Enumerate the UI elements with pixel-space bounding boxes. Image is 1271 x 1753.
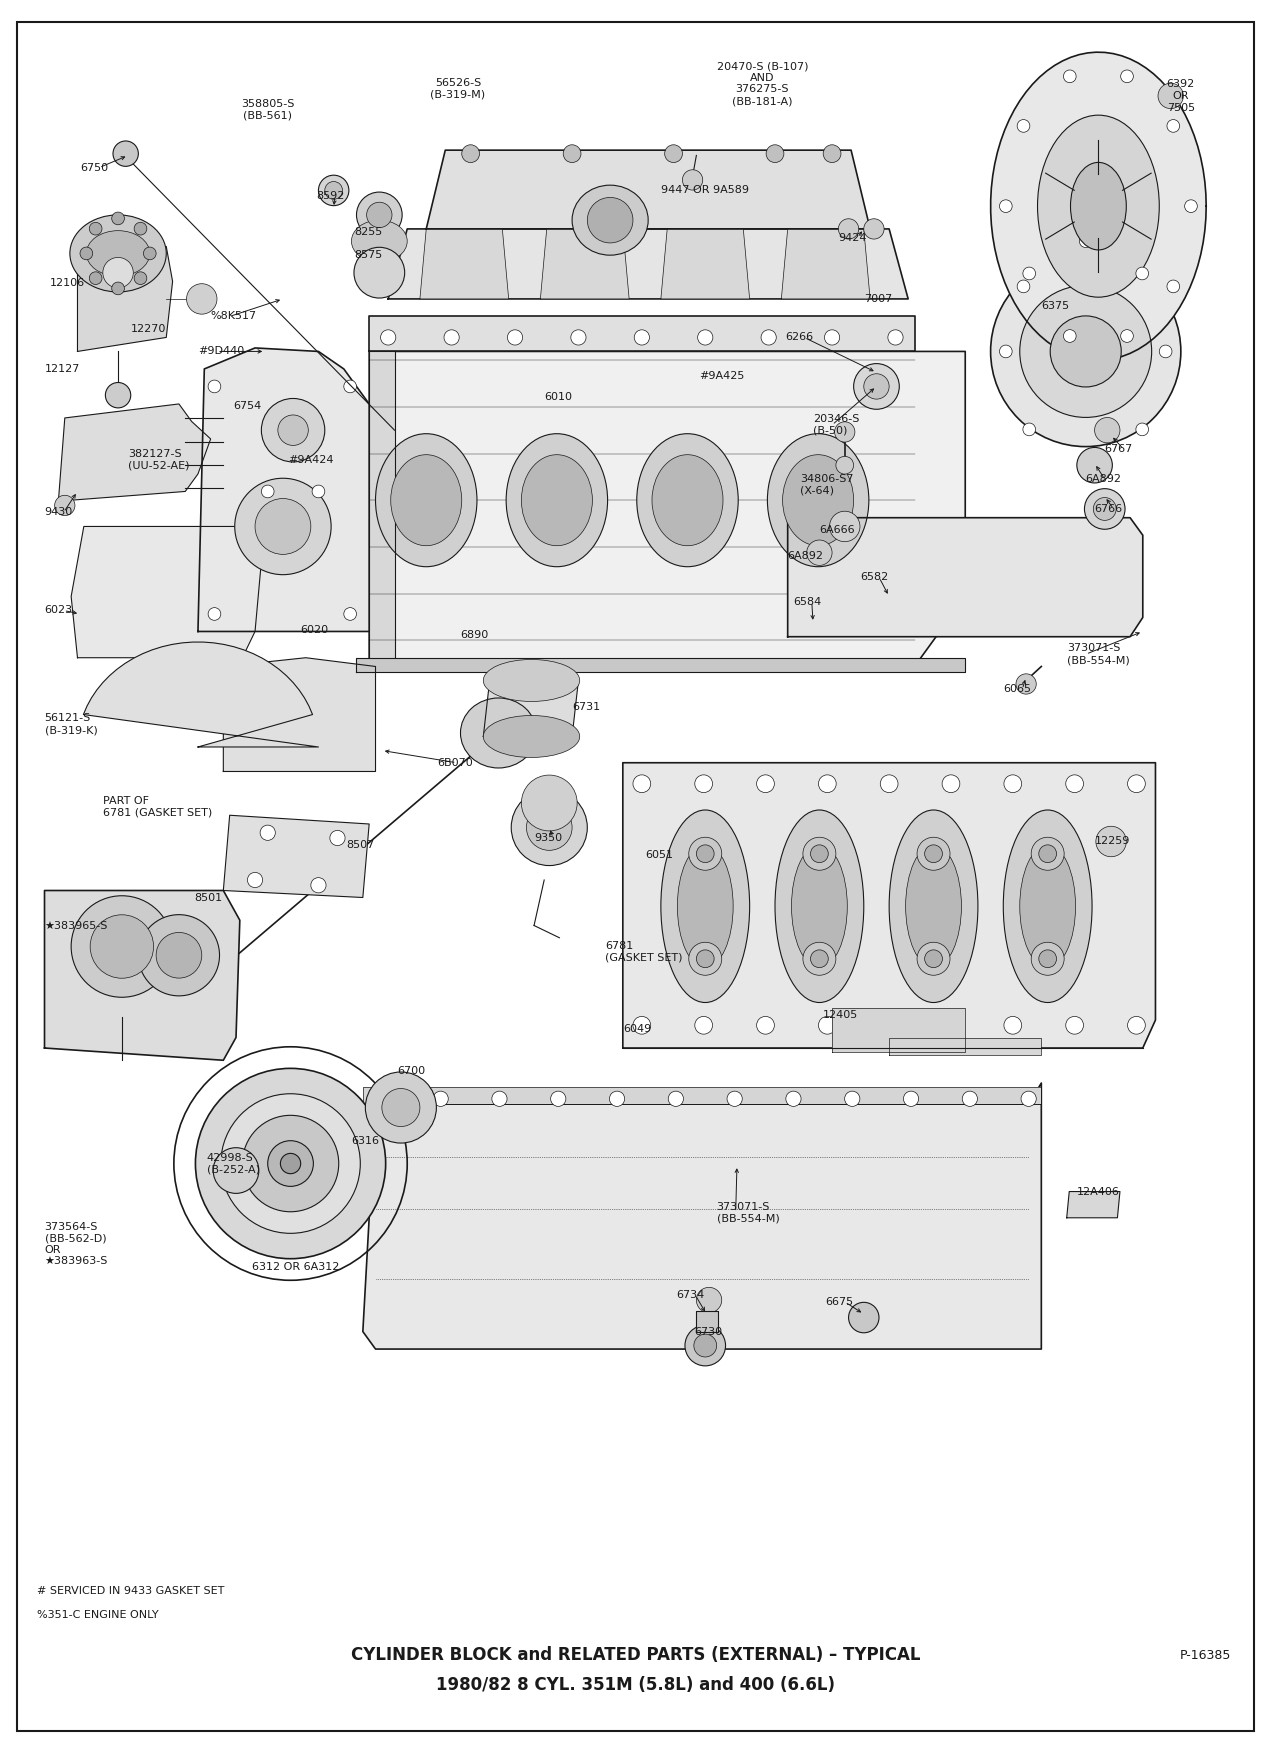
Circle shape <box>144 247 156 259</box>
Polygon shape <box>788 517 1143 636</box>
Text: 8592: 8592 <box>316 191 344 200</box>
Circle shape <box>261 826 276 840</box>
Text: 20470-S (B-107)
AND
376275-S
(BB-181-A): 20470-S (B-107) AND 376275-S (BB-181-A) <box>717 61 808 105</box>
Circle shape <box>235 479 332 575</box>
Circle shape <box>633 775 651 792</box>
Text: 12127: 12127 <box>44 365 80 373</box>
Ellipse shape <box>783 454 854 545</box>
Polygon shape <box>782 230 871 300</box>
Circle shape <box>344 380 356 393</box>
Circle shape <box>311 878 327 892</box>
Circle shape <box>208 608 221 621</box>
Ellipse shape <box>572 186 648 256</box>
Text: 6065: 6065 <box>1003 684 1031 694</box>
Text: 8501: 8501 <box>194 892 222 903</box>
Circle shape <box>187 284 217 314</box>
Circle shape <box>248 873 263 887</box>
Circle shape <box>807 540 833 566</box>
Ellipse shape <box>890 810 977 1003</box>
Circle shape <box>526 805 572 850</box>
Circle shape <box>1094 417 1120 444</box>
Text: 6734: 6734 <box>676 1290 704 1299</box>
Circle shape <box>1066 1017 1083 1034</box>
Polygon shape <box>369 317 915 351</box>
Circle shape <box>1023 266 1036 280</box>
Circle shape <box>90 915 154 978</box>
Circle shape <box>112 212 125 224</box>
Circle shape <box>962 1090 977 1106</box>
Circle shape <box>281 1153 301 1175</box>
Circle shape <box>881 775 899 792</box>
Text: 9350: 9350 <box>534 833 562 843</box>
Circle shape <box>633 1017 651 1034</box>
Text: 6754: 6754 <box>234 401 262 410</box>
Polygon shape <box>833 1008 965 1052</box>
Text: 12405: 12405 <box>824 1010 858 1020</box>
Text: 8507: 8507 <box>346 840 375 850</box>
Circle shape <box>811 950 829 968</box>
Ellipse shape <box>1070 163 1126 251</box>
Ellipse shape <box>661 810 750 1003</box>
Circle shape <box>1077 447 1112 484</box>
Circle shape <box>669 1090 684 1106</box>
Circle shape <box>381 1089 419 1127</box>
Circle shape <box>112 282 125 295</box>
Polygon shape <box>661 230 750 300</box>
Circle shape <box>366 202 391 228</box>
Circle shape <box>1066 775 1083 792</box>
Ellipse shape <box>768 433 869 566</box>
Circle shape <box>1158 82 1183 109</box>
Text: 12A406: 12A406 <box>1077 1187 1120 1197</box>
Circle shape <box>268 1141 314 1187</box>
Circle shape <box>113 140 139 167</box>
Text: 6392
OR
7505: 6392 OR 7505 <box>1167 79 1195 112</box>
Polygon shape <box>198 347 369 631</box>
Circle shape <box>511 789 587 866</box>
Circle shape <box>685 1325 726 1366</box>
Circle shape <box>325 182 343 200</box>
Text: 9424: 9424 <box>839 233 867 242</box>
Text: 6023: 6023 <box>44 605 72 615</box>
Text: 9430: 9430 <box>44 507 72 517</box>
Text: 6266: 6266 <box>785 333 813 342</box>
Circle shape <box>1017 280 1030 293</box>
Text: 6020: 6020 <box>301 624 329 635</box>
Polygon shape <box>44 891 240 1061</box>
Text: 6010: 6010 <box>544 393 572 401</box>
Circle shape <box>756 1017 774 1034</box>
Polygon shape <box>71 526 262 657</box>
Circle shape <box>571 330 586 345</box>
Circle shape <box>756 775 774 792</box>
Circle shape <box>1096 826 1126 857</box>
Circle shape <box>1121 70 1134 82</box>
Circle shape <box>819 1017 836 1034</box>
Text: 12259: 12259 <box>1094 836 1130 847</box>
Text: 6B070: 6B070 <box>437 757 473 768</box>
Circle shape <box>1159 345 1172 358</box>
Ellipse shape <box>483 715 580 757</box>
Text: 373564-S
(BB-562-D)
OR
★383963-S: 373564-S (BB-562-D) OR ★383963-S <box>44 1222 108 1266</box>
Circle shape <box>135 272 147 284</box>
Text: 12106: 12106 <box>50 279 85 287</box>
Circle shape <box>830 512 860 542</box>
Text: PART OF
6781 (GASKET SET): PART OF 6781 (GASKET SET) <box>103 796 212 817</box>
Text: ★383965-S: ★383965-S <box>44 920 108 931</box>
Circle shape <box>1038 845 1056 862</box>
Circle shape <box>609 1090 624 1106</box>
Polygon shape <box>483 680 578 736</box>
Circle shape <box>835 422 855 442</box>
Text: #9A425: #9A425 <box>699 372 745 380</box>
Ellipse shape <box>86 231 150 277</box>
Polygon shape <box>362 1083 1041 1350</box>
Circle shape <box>1079 456 1092 468</box>
Ellipse shape <box>70 216 167 293</box>
Circle shape <box>319 175 348 205</box>
Circle shape <box>1031 943 1064 975</box>
Text: 6781
(GASKET SET): 6781 (GASKET SET) <box>605 941 683 962</box>
Circle shape <box>1167 280 1179 293</box>
Text: 42998-S
(B-252-A): 42998-S (B-252-A) <box>207 1153 259 1175</box>
Circle shape <box>854 363 900 408</box>
Text: P-16385: P-16385 <box>1181 1650 1232 1662</box>
Circle shape <box>461 145 479 163</box>
Text: 6730: 6730 <box>694 1327 722 1336</box>
